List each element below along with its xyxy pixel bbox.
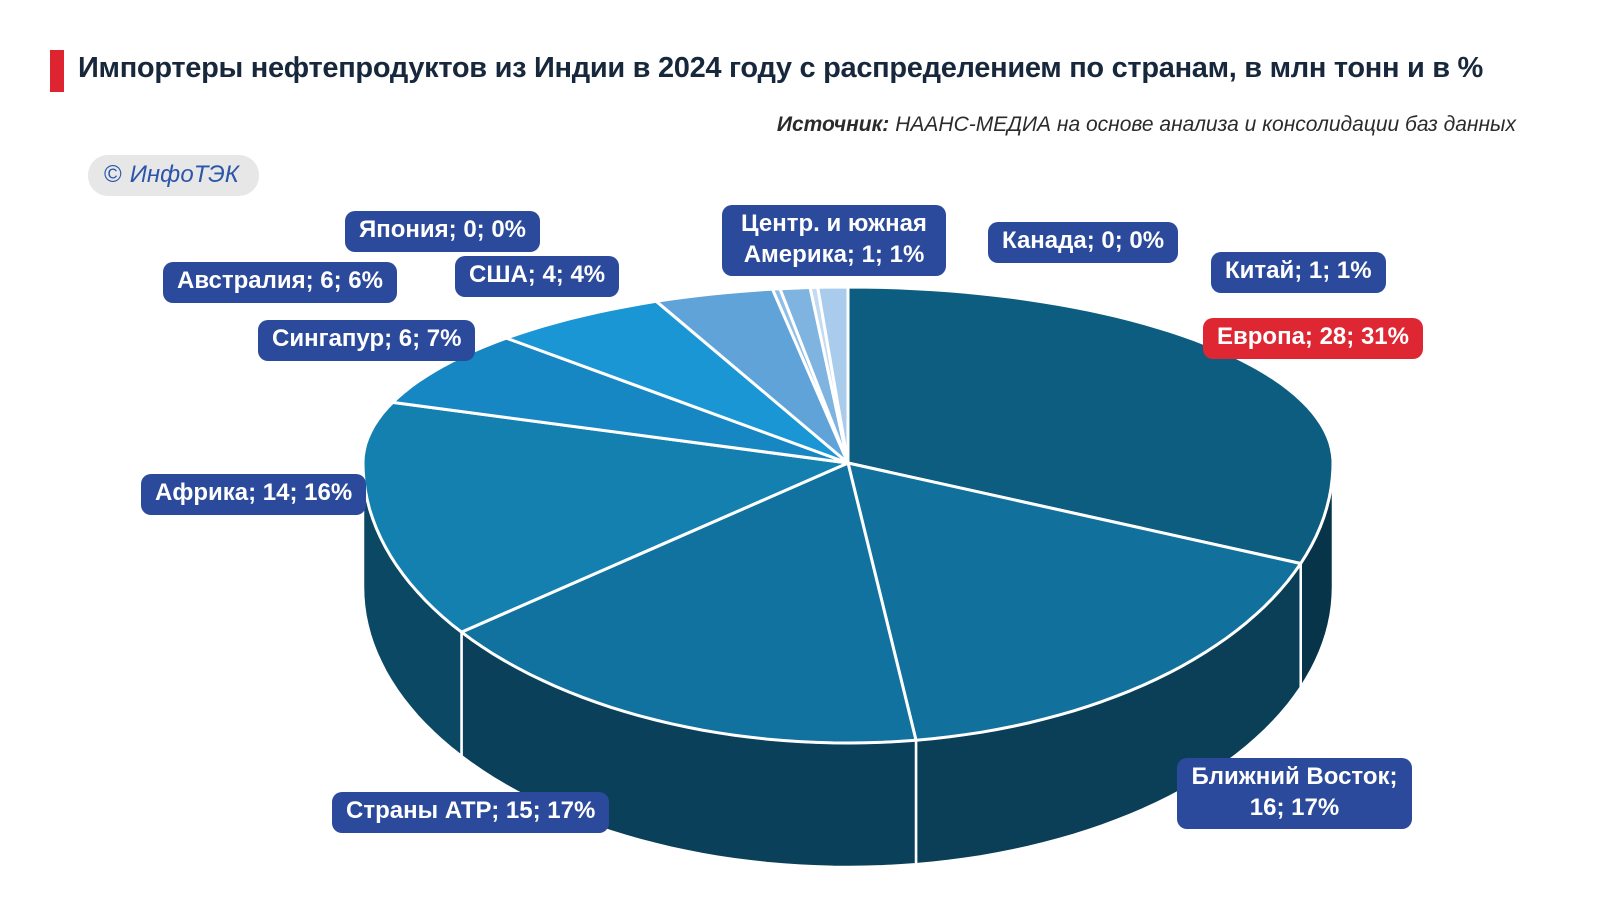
page-title: Импортеры нефтепродуктов из Индии в 2024… — [78, 52, 1484, 84]
pie-slice-africa — [361, 400, 850, 634]
pie-slice-singapore — [391, 336, 850, 465]
pie-slice-usa — [654, 287, 850, 465]
slice-label-china: Китай; 1; 1% — [1211, 252, 1386, 293]
title-accent-bar — [50, 50, 64, 92]
chart-header: Импортеры нефтепродуктов из Индии в 2024… — [50, 50, 1483, 92]
slice-label-mideast: Ближний Восток; 16; 17% — [1177, 758, 1412, 830]
pie-slice-atr — [460, 461, 918, 745]
slice-label-singapore: Сингапур; 6; 7% — [258, 320, 476, 361]
slice-label-japan: Япония; 0; 0% — [345, 211, 541, 252]
slice-label-africa: Африка; 14; 16% — [141, 474, 367, 515]
source-line: Источник: НААНС-МЕДИА на основе анализа и… — [777, 113, 1516, 137]
source-label: Источник: — [776, 113, 890, 136]
infotek-logo: © ИнфоТЭК — [88, 155, 259, 196]
slice-label-usa: США; 4; 4% — [455, 256, 620, 297]
pie-slice-australia — [504, 299, 850, 465]
slice-label-canada: Канада; 0; 0% — [988, 222, 1179, 263]
logo-name: ИнфоТЭК — [129, 161, 239, 188]
source-text: НААНС-МЕДИА на основе анализа и консолид… — [895, 113, 1516, 136]
slice-label-europe: Европа; 28; 31% — [1203, 318, 1423, 359]
slice-label-australia: Австралия; 6; 6% — [163, 262, 397, 303]
slice-label-cs_america: Центр. и южная Америка; 1; 1% — [722, 205, 946, 277]
copyright-icon: © — [104, 161, 122, 188]
pie-slice-mideast — [846, 461, 1303, 742]
slice-label-atr: Страны АТР; 15; 17% — [332, 792, 610, 833]
pie-slice-china — [816, 285, 850, 465]
